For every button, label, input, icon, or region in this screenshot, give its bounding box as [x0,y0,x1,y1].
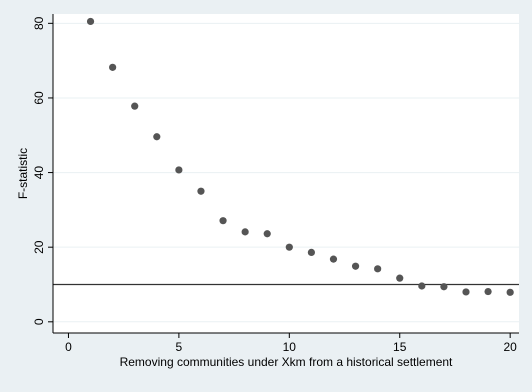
data-point [462,288,470,296]
x-tick-label: 0 [65,340,72,354]
x-tick-label: 5 [176,340,183,354]
y-tick-label: 0 [32,318,46,325]
data-point [86,17,95,26]
data-point [440,283,448,291]
data-point [109,63,117,71]
axes: 0 20 40 60 80 0 5 10 15 20 [32,14,519,354]
data-point [219,217,227,225]
x-tick-label: 15 [393,340,407,354]
x-tick-label: 10 [283,340,297,354]
data-point [285,243,293,251]
data-point [153,133,161,141]
plot-area [53,14,519,333]
y-tick-label: 80 [32,16,46,30]
data-point [263,230,271,238]
data-point [329,255,338,263]
data-point [396,274,404,282]
grid-lines [53,22,519,323]
data-point [307,248,315,257]
data-point [131,102,139,110]
data-point [197,187,205,195]
data-point [175,166,183,174]
y-axis-title: F-statistic [16,148,30,199]
y-tick-label: 40 [32,166,46,180]
y-tick-label: 60 [32,91,46,105]
data-point [506,288,514,296]
data-points [86,17,514,296]
y-tick-label: 20 [32,240,46,254]
data-point [484,287,492,296]
x-tick-label: 20 [503,340,517,354]
x-axis-title: Removing communities under Xkm from a hi… [120,355,453,369]
data-point [241,228,249,236]
data-point [374,265,382,273]
data-point [351,262,360,270]
data-point [418,282,426,290]
